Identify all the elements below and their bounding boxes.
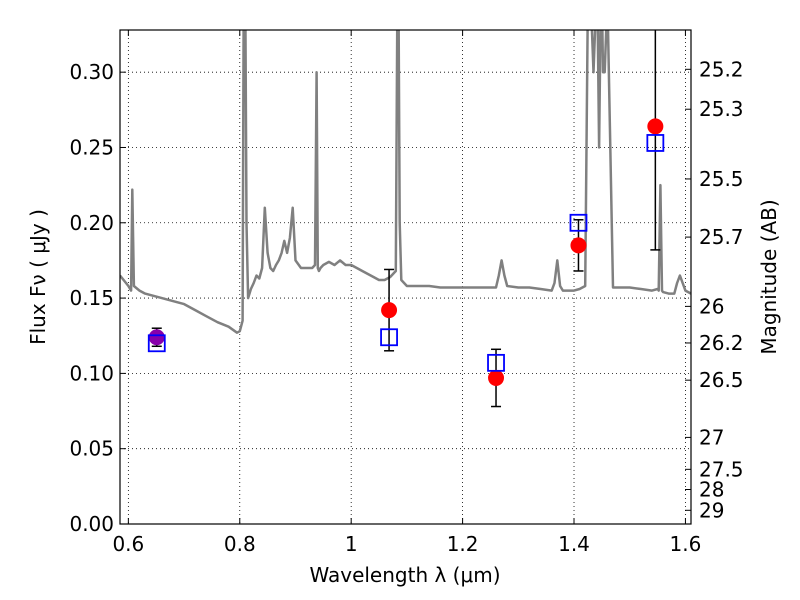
plot-frame bbox=[119, 29, 692, 525]
model-photometry-square bbox=[646, 134, 665, 152]
x-tick-label: 0.8 bbox=[224, 532, 256, 556]
marker-layer bbox=[147, 118, 665, 386]
x-tick-label: 1.6 bbox=[670, 532, 702, 556]
right-tick-label: 28 bbox=[699, 478, 724, 502]
tick-layer: 0.6 0.8 1 1.2 1.4 1.6 0.00 0.05 0.10 0.15 0.20 0.25… bbox=[69, 30, 744, 556]
right-tick-label: 29 bbox=[699, 498, 724, 522]
y-tick-label: 0.05 bbox=[69, 437, 114, 461]
right-tick-label: 25.2 bbox=[699, 57, 744, 81]
y-tick-label: 0.00 bbox=[69, 512, 114, 536]
x-tick-label: 1.4 bbox=[558, 532, 590, 556]
y-tick-label: 0.30 bbox=[69, 60, 114, 84]
model-spectrum-line bbox=[120, 30, 691, 334]
model-photometry-square bbox=[147, 334, 166, 353]
right-tick-label: 25.3 bbox=[699, 97, 744, 121]
y-tick-label: 0.10 bbox=[69, 361, 114, 385]
observed-flux-point bbox=[647, 118, 664, 135]
y-tick-label: 0.25 bbox=[69, 135, 114, 159]
x-tick-label: 0.6 bbox=[112, 532, 144, 556]
observed-flux-point bbox=[148, 329, 165, 346]
right-tick-label: 27 bbox=[699, 425, 724, 449]
y-axis-title: Flux Fν ( μJy ) bbox=[26, 209, 50, 345]
right-tick-label: 26.2 bbox=[699, 331, 744, 355]
right-tick-label: 25.7 bbox=[699, 225, 744, 249]
model-photometry-square bbox=[569, 213, 588, 232]
observed-flux-point bbox=[488, 369, 505, 386]
model-photometry-square bbox=[487, 353, 505, 372]
y-tick-label: 0.15 bbox=[69, 286, 114, 310]
right-tick-label: 26.5 bbox=[699, 368, 744, 392]
plot-background bbox=[120, 30, 691, 524]
right-axis-title: Magnitude (AB) bbox=[757, 199, 781, 354]
spectrum-layer bbox=[120, 30, 691, 334]
right-tick-label: 25.5 bbox=[699, 167, 744, 191]
right-tick-label: 27.5 bbox=[699, 457, 744, 481]
x-tick-label: 1 bbox=[345, 532, 358, 556]
model-photometry-square bbox=[380, 328, 398, 347]
observed-flux-point bbox=[381, 302, 398, 319]
x-axis-title: Wavelength λ (μm) bbox=[309, 563, 500, 587]
y-tick-label: 0.20 bbox=[69, 211, 114, 235]
right-tick-label: 26 bbox=[699, 294, 724, 318]
observed-flux-point bbox=[570, 237, 587, 254]
x-tick-label: 1.2 bbox=[447, 532, 479, 556]
